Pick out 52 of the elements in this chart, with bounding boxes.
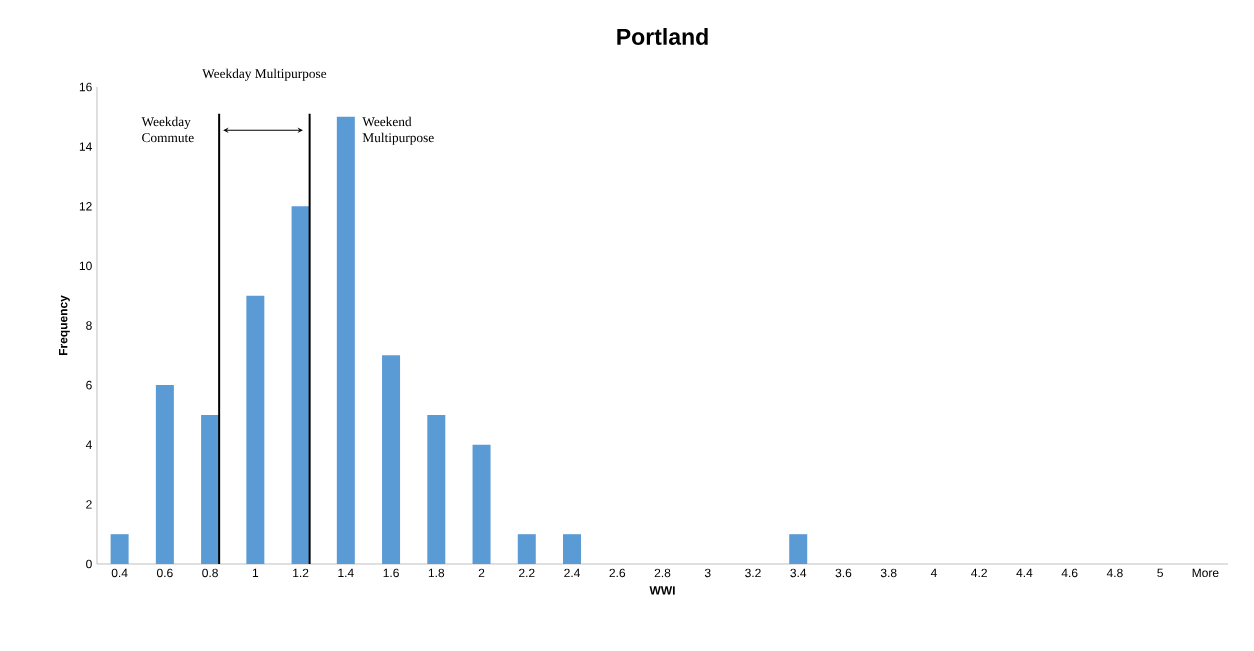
y-axis-title: Frequency xyxy=(59,295,70,356)
bar xyxy=(246,295,265,564)
x-tick-label: 1 xyxy=(252,568,259,577)
ref-line-label: Weekday Commute xyxy=(141,116,194,143)
x-tick-label: 2 xyxy=(478,568,485,578)
bar xyxy=(563,534,582,564)
x-tick-label: 3.8 xyxy=(880,568,897,578)
x-tick-label: 1.2 xyxy=(293,568,309,578)
x-tick-label: 5 xyxy=(1157,568,1163,578)
x-tick-label: 1.6 xyxy=(383,568,399,578)
chart-title: Portland xyxy=(617,28,708,45)
x-tick-label: 1.8 xyxy=(428,568,445,578)
bar xyxy=(382,355,401,564)
y-tick-label: 4 xyxy=(85,440,92,449)
x-tick-label: 3 xyxy=(704,568,711,578)
x-tick-label: 4.2 xyxy=(971,568,987,578)
x-tick-label: 3.4 xyxy=(790,568,807,578)
x-tick-label: 0.6 xyxy=(156,568,173,578)
x-axis-title: WWI xyxy=(649,586,675,595)
bar xyxy=(789,534,808,564)
y-tick-label: 10 xyxy=(79,261,92,271)
x-tick-label: 4.6 xyxy=(1061,568,1078,578)
bar xyxy=(110,534,129,564)
x-tick-label: 2.2 xyxy=(519,568,535,578)
x-tick-label: More xyxy=(1192,568,1219,578)
bar xyxy=(517,534,536,564)
y-tick-label: 0 xyxy=(86,559,92,569)
y-tick-label: 16 xyxy=(79,82,92,92)
annotation: Weekend Multipurpose xyxy=(362,116,434,145)
x-tick-label: 4.4 xyxy=(1016,568,1033,577)
bar xyxy=(472,444,491,564)
x-tick-label: 1.4 xyxy=(338,568,354,577)
x-tick-label: 0.8 xyxy=(202,568,218,578)
y-tick-label: 12 xyxy=(79,202,92,211)
y-tick-label: 8 xyxy=(86,321,92,330)
x-tick-label: 4.8 xyxy=(1106,568,1123,578)
y-tick-label: 14 xyxy=(79,142,92,151)
x-tick-label: 2.6 xyxy=(609,568,626,578)
bar xyxy=(427,414,446,564)
x-tick-label: 3.6 xyxy=(835,568,852,578)
x-tick-label: 4 xyxy=(930,568,937,577)
bar xyxy=(336,116,355,564)
x-tick-label: 0.4 xyxy=(111,568,128,578)
bar xyxy=(155,385,174,564)
x-tick-label: 2.8 xyxy=(654,568,671,578)
bar xyxy=(201,414,220,564)
y-tick-label: 6 xyxy=(86,380,92,390)
x-tick-label: 3.2 xyxy=(745,568,761,578)
y-tick-label: 2 xyxy=(86,500,92,509)
bar xyxy=(291,206,310,564)
x-tick-label: 2.4 xyxy=(564,568,580,578)
text: Weekday Multipurpose xyxy=(202,68,327,81)
